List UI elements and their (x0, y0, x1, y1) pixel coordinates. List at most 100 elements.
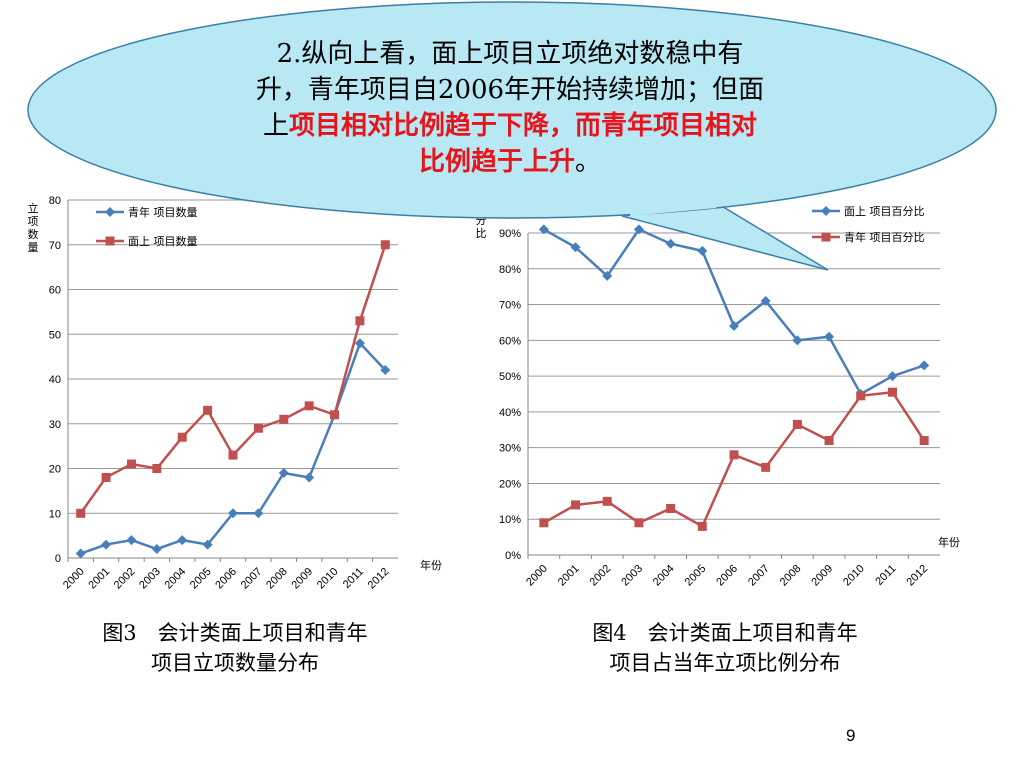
data-point (634, 518, 644, 528)
legend-marker (105, 236, 115, 246)
data-point (228, 508, 238, 519)
series-line (80, 340, 387, 555)
data-point (151, 544, 162, 555)
data-point (279, 414, 289, 424)
x-tick-label: 2009 (809, 563, 835, 589)
bubble-line-3-red: 项目相对比例趋于下降，而青年项目相对 (289, 111, 758, 141)
figure-3-caption: 图3 会计类面上项目和青年 项目立项数量分布 (102, 621, 368, 675)
x-tick-label: 2008 (778, 563, 804, 589)
y-tick-label: 0% (505, 550, 521, 562)
data-point (570, 242, 581, 253)
data-point (633, 224, 644, 235)
x-tick-label: 2004 (163, 566, 189, 592)
data-point (856, 391, 866, 401)
data-point (304, 472, 315, 483)
data-point (792, 419, 802, 429)
data-point (697, 245, 708, 256)
data-point (729, 321, 739, 332)
x-tick-label: 2010 (841, 563, 867, 589)
y-tick-label: 50% (499, 371, 521, 383)
data-point (665, 238, 676, 249)
x-tick-label: 2001 (86, 566, 112, 592)
x-tick-label: 2007 (239, 566, 265, 592)
x-tick-label: 2005 (683, 563, 709, 589)
data-point (126, 535, 137, 546)
y-tick-label: 20 (49, 464, 61, 476)
legend-marker (821, 206, 831, 216)
x-tick-label: 2001 (556, 563, 582, 589)
y-tick-label: 30 (49, 419, 61, 431)
data-point (792, 335, 803, 346)
bubble-line-4-red: 比例趋于上升 (418, 147, 575, 177)
data-point (602, 496, 612, 506)
data-point (101, 472, 111, 482)
y-tick-label: 50 (49, 329, 61, 341)
y-axis-label: 立项数量 (28, 201, 39, 254)
bubble-line-4: 比例趋于上升。 (160, 144, 860, 180)
data-point (126, 459, 136, 469)
data-point (824, 436, 834, 446)
data-point (380, 240, 390, 250)
x-axis-label: 年份 (938, 535, 960, 549)
y-tick-label: 60 (49, 285, 61, 297)
y-tick-label: 70% (499, 300, 521, 312)
legend-label: 青年 项目数量 (128, 205, 198, 219)
x-tick-label: 2000 (61, 566, 87, 592)
y-tick-label: 30% (499, 443, 521, 455)
x-tick-label: 2012 (366, 566, 392, 592)
data-point (539, 518, 549, 528)
x-axis-label: 年份 (420, 558, 442, 572)
data-point (203, 405, 213, 415)
y-tick-label: 40% (499, 407, 521, 419)
x-tick-label: 2011 (873, 563, 898, 588)
data-point (666, 503, 676, 513)
x-tick-label: 2003 (137, 566, 163, 592)
legend-label: 面上 项目数量 (128, 235, 198, 248)
page-number: 9 (846, 726, 856, 745)
legend-marker (105, 207, 115, 217)
data-point (330, 410, 340, 420)
data-point (760, 295, 771, 306)
y-tick-label: 60% (499, 335, 521, 347)
data-point (602, 270, 613, 281)
data-point (253, 423, 263, 433)
y-tick-label: 90% (499, 228, 521, 240)
x-tick-label: 2007 (746, 563, 772, 589)
legend-label: 青年 项目百分比 (844, 230, 925, 244)
x-tick-label: 2011 (341, 566, 366, 591)
data-point (75, 548, 86, 559)
x-tick-label: 2012 (904, 563, 930, 589)
x-tick-label: 2010 (315, 566, 341, 592)
data-point (919, 436, 929, 446)
y-tick-label: 0 (55, 553, 61, 565)
y-tick-label: 70 (49, 240, 61, 252)
speech-bubble (27, 1, 997, 271)
y-tick-label: 80% (499, 264, 521, 276)
bubble-line-3: 上项目相对比例趋于下降，而青年项目相对 (160, 108, 860, 144)
x-tick-label: 2000 (524, 563, 550, 589)
data-point (278, 467, 289, 478)
y-tick-label: 10% (499, 514, 521, 526)
data-point (355, 316, 365, 326)
data-point (824, 331, 835, 342)
x-tick-label: 2009 (289, 566, 315, 592)
y-tick-label: 80 (49, 195, 61, 207)
bubble-line-2: 升，青年项目自2006年开始持续增加；但面 (255, 75, 765, 105)
bubble-line-1: 2.纵向上看，面上项目立项绝对数稳中有 (276, 39, 744, 69)
data-point (228, 450, 238, 460)
data-point (101, 539, 112, 550)
data-point (761, 462, 771, 472)
x-tick-label: 2006 (213, 566, 239, 592)
x-tick-label: 2004 (651, 563, 677, 589)
data-point (177, 535, 188, 546)
bubble-line-3-black: 上 (262, 111, 289, 141)
data-point (152, 464, 162, 473)
data-point (304, 401, 314, 411)
data-point (887, 387, 897, 397)
series-line (543, 227, 925, 396)
bubble-text: 2.纵向上看，面上项目立项绝对数稳中有 升，青年项目自2006年开始持续增加；但… (160, 36, 860, 180)
y-axis-label: 分比 (476, 214, 487, 240)
data-point (76, 508, 86, 518)
bubble-line-4-black: 。 (575, 147, 602, 177)
